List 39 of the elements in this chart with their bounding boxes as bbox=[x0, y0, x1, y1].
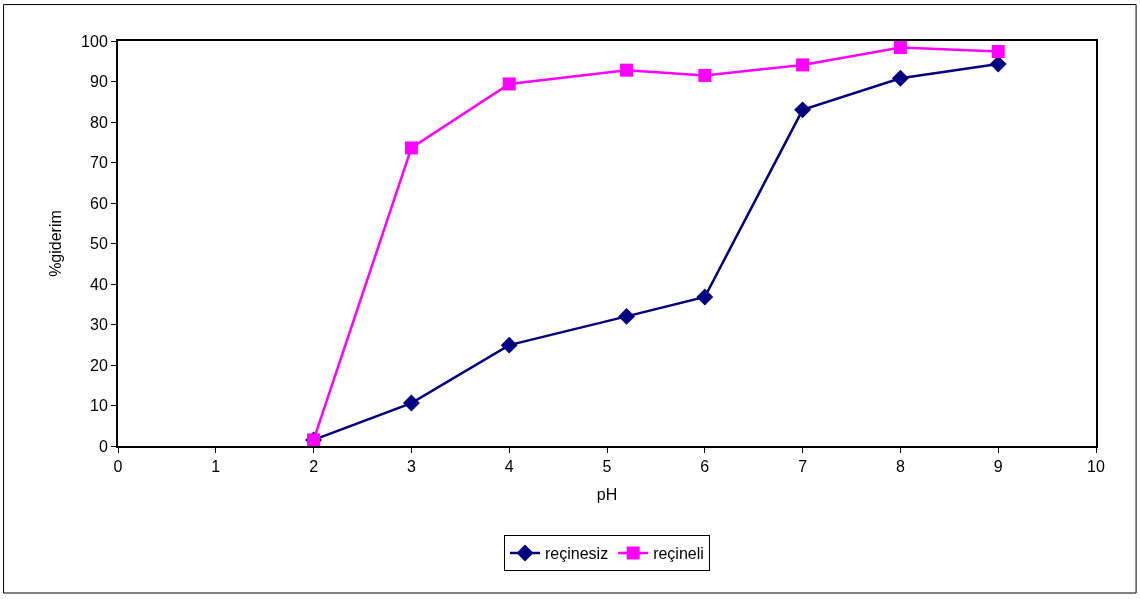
point bbox=[698, 68, 712, 82]
x-tick-label: 3 bbox=[406, 458, 416, 476]
y-tick-label: 10 bbox=[90, 397, 108, 415]
y-tick-label: 30 bbox=[90, 316, 108, 334]
x-tick-label: 10 bbox=[1087, 458, 1105, 476]
point bbox=[402, 394, 420, 412]
x-tick-label: 0 bbox=[113, 458, 123, 476]
x-tick-label: 1 bbox=[211, 458, 221, 476]
point bbox=[696, 288, 714, 306]
y-tick-label: 0 bbox=[98, 437, 108, 455]
y-axis-title: %giderim bbox=[47, 210, 65, 277]
legend-label: reçinesiz bbox=[545, 545, 609, 563]
x-tick-label: 8 bbox=[895, 458, 905, 476]
point bbox=[893, 40, 907, 54]
x-tick-label: 5 bbox=[602, 458, 612, 476]
y-tick-label: 20 bbox=[90, 356, 108, 374]
y-tick-label: 80 bbox=[90, 113, 108, 131]
point bbox=[991, 45, 1005, 59]
x-tick-label: 2 bbox=[309, 458, 319, 476]
y-tick-label: 90 bbox=[90, 73, 108, 91]
y-tick-label: 70 bbox=[90, 154, 108, 172]
x-tick-label: 4 bbox=[504, 458, 514, 476]
y-tick-label: 50 bbox=[90, 235, 108, 253]
point bbox=[404, 141, 418, 155]
point bbox=[618, 307, 636, 325]
point bbox=[794, 101, 812, 119]
y-tick-label: 40 bbox=[90, 275, 108, 293]
point bbox=[620, 63, 634, 77]
point bbox=[891, 69, 909, 87]
point bbox=[502, 77, 516, 91]
x-tick-label: 7 bbox=[798, 458, 808, 476]
x-axis-title: pH bbox=[596, 486, 618, 504]
x-tick-label: 9 bbox=[993, 458, 1003, 476]
point bbox=[796, 58, 810, 72]
legend-label: reçineli bbox=[653, 545, 704, 563]
x-tick-label: 6 bbox=[700, 458, 710, 476]
y-tick-label: 100 bbox=[81, 32, 108, 50]
point bbox=[500, 336, 518, 354]
y-tick-label: 60 bbox=[90, 194, 108, 212]
